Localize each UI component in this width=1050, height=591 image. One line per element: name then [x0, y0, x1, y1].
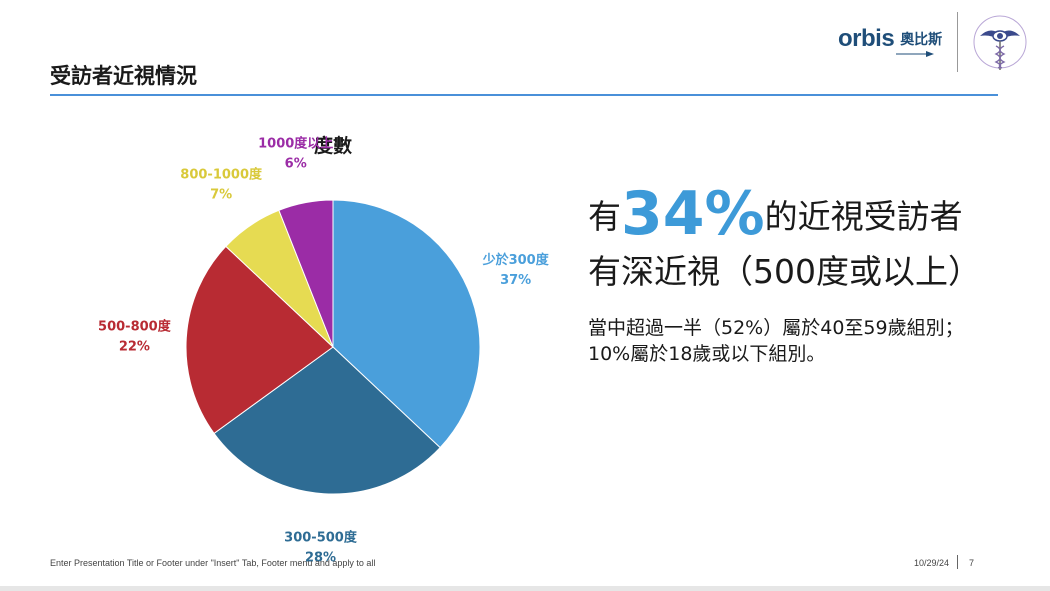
- slide-title: 受訪者近視情況: [50, 64, 197, 88]
- pie-slice: [278, 199, 334, 348]
- slice-category-label: 500-800度: [98, 319, 172, 335]
- slice-category-label: 800-1000度: [180, 166, 263, 182]
- note-text: 當中超過一半（52%）屬於40至59歲組別； 10%屬於18歲或以下組別。: [588, 315, 964, 367]
- slice-percent-label: 37%: [500, 273, 531, 288]
- pie-labels: 少於300度 37% 300-500度 28% 500-800度 22% 800-1000度…: [98, 136, 550, 566]
- slice-category-label: 1000度以上: [258, 136, 333, 152]
- pie-slice: [332, 199, 481, 449]
- logo-divider: [957, 12, 958, 72]
- orbis-logo-chinese: 奧比斯: [900, 32, 943, 48]
- slice-category-label: 300-500度: [284, 530, 358, 546]
- slice-percent-label: 6%: [285, 157, 307, 172]
- footer-text: Enter Presentation Title or Footer under…: [50, 558, 376, 568]
- slice-percent-label: 7%: [210, 187, 232, 202]
- pie-slice: [185, 245, 334, 435]
- highlight-line-1: 有34%的近視受訪者: [588, 178, 963, 244]
- bottom-bar: [0, 586, 1050, 591]
- footer-date: 10/29/24: [914, 558, 950, 568]
- plane-icon: [896, 51, 934, 57]
- highlight-percent: 34%: [621, 179, 765, 249]
- medical-society-seal-icon: [973, 15, 1027, 70]
- pie-slices: [185, 199, 481, 495]
- note-line-2: 10%屬於18歲或以下組別。: [588, 343, 826, 365]
- note-line-1: 當中超過一半（52%）屬於40至59歲組別；: [588, 317, 964, 339]
- highlight-line-2: 有深近視（500度或以上）: [588, 252, 981, 291]
- footer-separator: [957, 555, 958, 569]
- slice-category-label: 少於300度: [482, 252, 550, 268]
- orbis-logo: orbis 奧比斯: [838, 25, 943, 52]
- orbis-logo-word: orbis: [838, 25, 895, 52]
- highlight-prefix: 有: [588, 197, 621, 236]
- pie-slice: [213, 346, 441, 495]
- slice-percent-label: 28%: [305, 551, 336, 566]
- page-number: 7: [969, 558, 975, 568]
- slice-percent-label: 22%: [119, 340, 150, 355]
- chart-title: 度數: [314, 134, 352, 157]
- title-divider: [50, 94, 998, 96]
- highlight-suffix: 的近視受訪者: [764, 197, 963, 236]
